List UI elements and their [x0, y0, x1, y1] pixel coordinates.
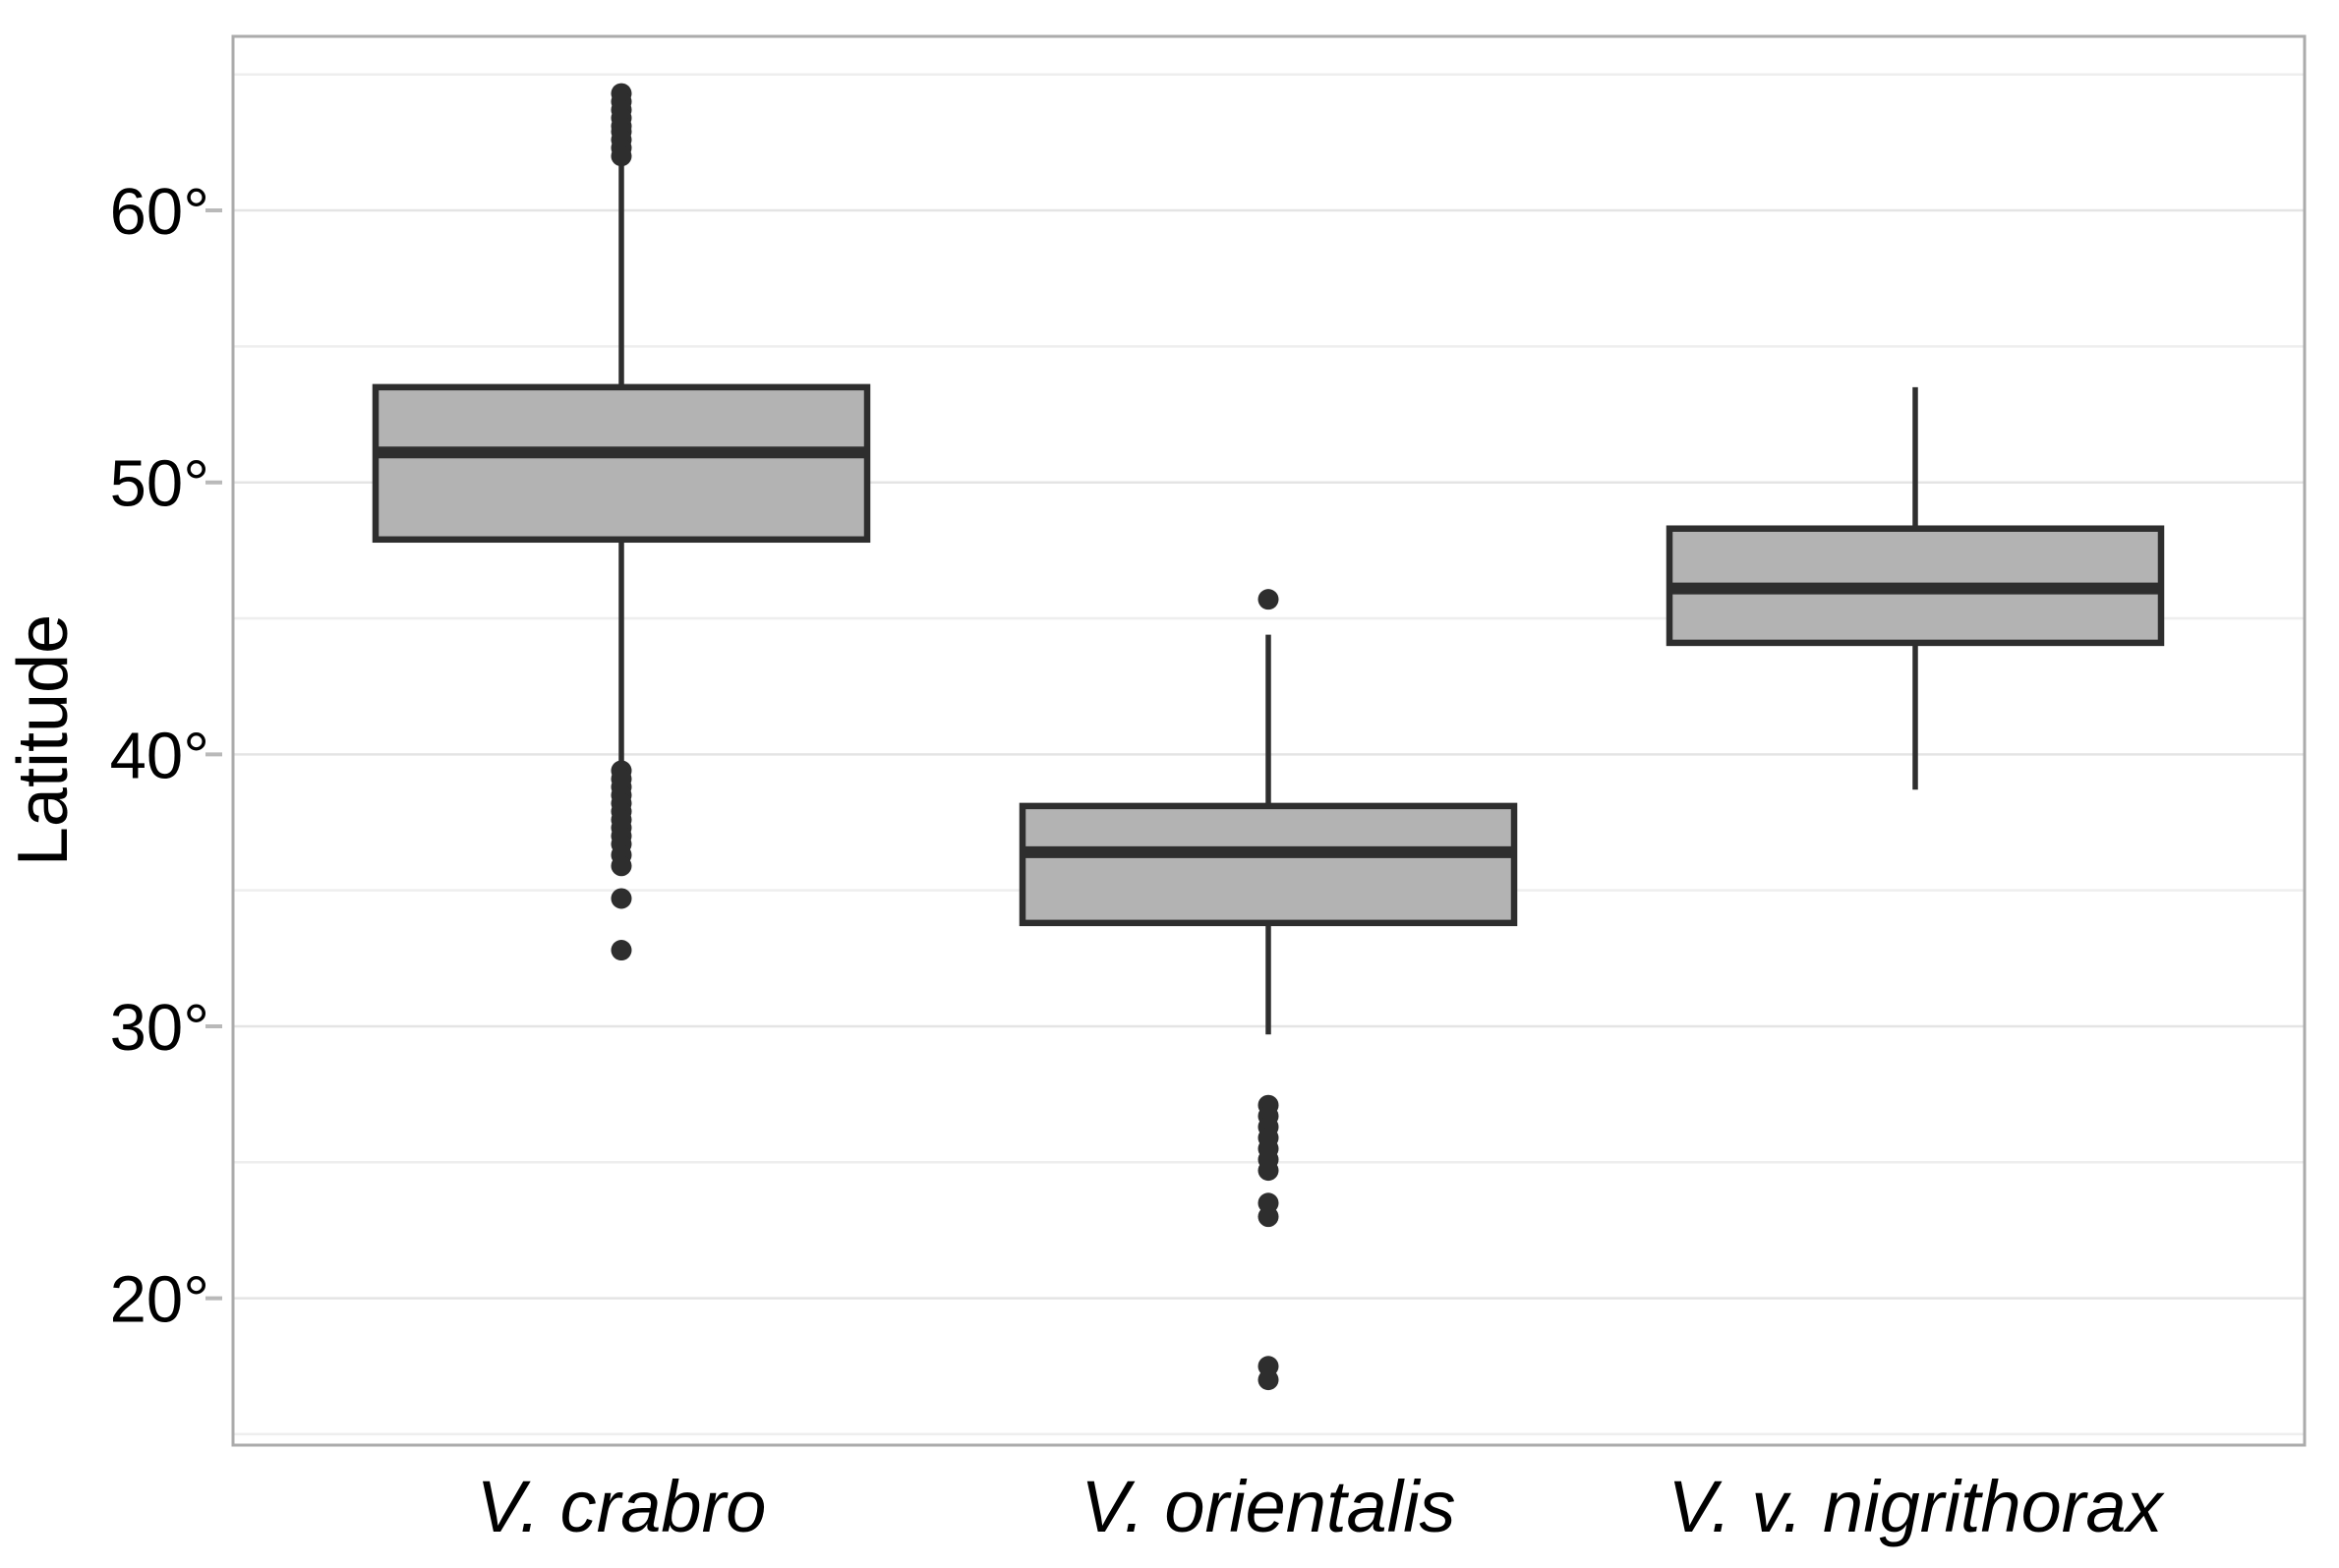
outlier-dot-v-orientalis [1257, 589, 1279, 610]
outlier-dot-v-orientalis [1257, 1369, 1279, 1391]
outlier-dot-v-crabro [611, 940, 632, 961]
y-tick-label: 50° [110, 447, 209, 521]
y-tick-label: 40° [110, 719, 209, 792]
outlier-dot-v-crabro [611, 145, 632, 167]
y-tick-label: 20° [110, 1263, 209, 1337]
outlier-dot-v-crabro [611, 855, 632, 877]
outlier-dot-v-orientalis [1257, 1160, 1279, 1182]
x-category-label-v-v-nigrithorax: V. v. nigrithorax [1667, 1466, 2165, 1547]
y-tick-label: 60° [110, 175, 209, 249]
box-v-orientalis [1019, 802, 1518, 927]
x-category-label-v-crabro: V. crabro [477, 1466, 767, 1547]
outlier-dot-v-orientalis [1257, 1206, 1279, 1228]
y-tick-label: 30° [110, 991, 209, 1065]
box-v-crabro [372, 383, 871, 544]
y-axis-title: Latitude [4, 613, 83, 867]
panel-border [231, 34, 2307, 1447]
x-category-label-v-orientalis: V. orientalis [1081, 1466, 1455, 1547]
outlier-dot-v-crabro [611, 888, 632, 909]
